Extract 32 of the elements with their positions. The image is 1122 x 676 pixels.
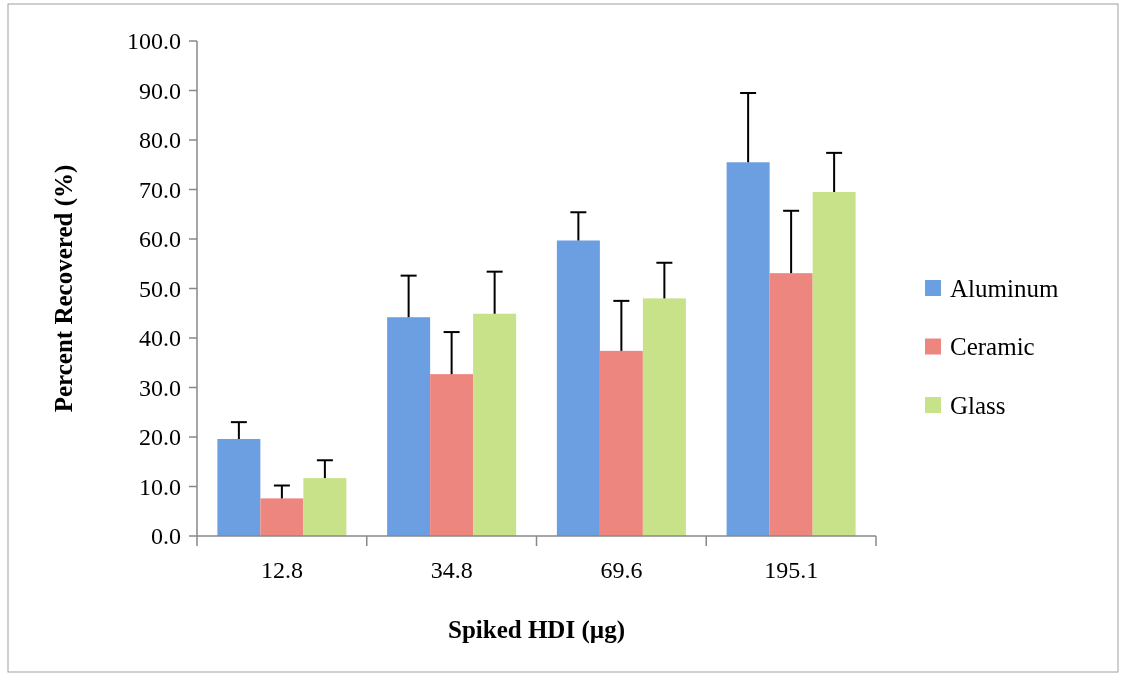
bar — [812, 191, 856, 536]
legend-label: Glass — [950, 391, 1006, 419]
y-tick-label: 10.0 — [139, 473, 181, 500]
y-tick-label: 40.0 — [139, 325, 181, 352]
x-tick-label: 195.1 — [764, 557, 819, 583]
y-tick-label: 30.0 — [139, 374, 181, 401]
y-tick-label: 70.0 — [139, 176, 181, 203]
bar — [430, 374, 474, 536]
bar — [556, 240, 600, 536]
y-tick-label: 60.0 — [139, 226, 181, 253]
x-tick-label: 12.8 — [260, 557, 303, 583]
y-axis-title: Percent Recovered (%) — [50, 164, 78, 413]
y-tick-label: 90.0 — [139, 77, 181, 104]
legend-label: Ceramic — [950, 333, 1035, 361]
bar — [387, 317, 431, 536]
bar — [642, 298, 686, 536]
x-tick-label: 69.6 — [600, 557, 643, 583]
bar — [260, 498, 304, 536]
y-tick-label: 100.0 — [127, 28, 181, 55]
bar — [473, 313, 517, 536]
y-tick-label: 80.0 — [139, 127, 181, 154]
x-tick-label: 34.8 — [430, 557, 473, 583]
bar — [599, 350, 643, 536]
y-tick-label: 20.0 — [139, 424, 181, 451]
bar — [769, 273, 813, 536]
bar — [217, 438, 261, 536]
bar — [726, 162, 770, 536]
x-axis-title: Spiked HDI (µg) — [448, 616, 625, 644]
y-tick-label: 0.0 — [151, 523, 181, 550]
y-tick-label: 50.0 — [139, 275, 181, 302]
bar — [303, 478, 347, 536]
legend-label: Aluminum — [950, 274, 1059, 302]
